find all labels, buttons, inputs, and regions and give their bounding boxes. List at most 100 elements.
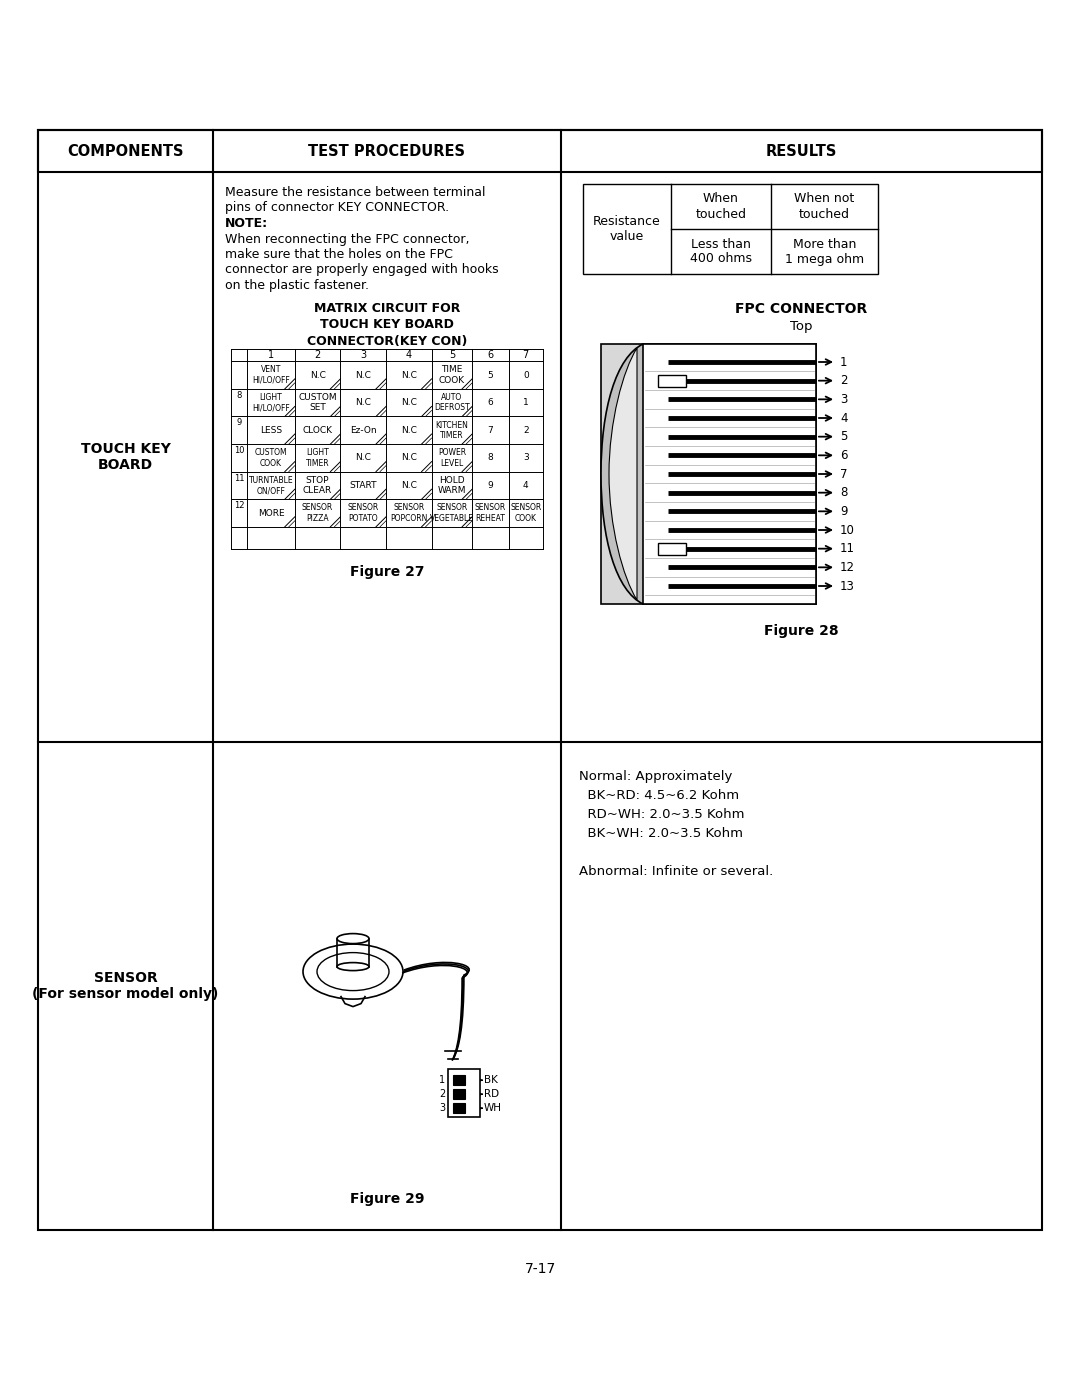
Text: 1: 1 bbox=[268, 350, 274, 360]
Text: Top: Top bbox=[791, 320, 813, 333]
Text: CLOCK: CLOCK bbox=[302, 425, 333, 435]
Text: 11: 11 bbox=[840, 543, 855, 555]
Text: 6: 6 bbox=[840, 449, 848, 462]
Text: KITCHEN
TIMER: KITCHEN TIMER bbox=[435, 421, 469, 439]
Text: N.C: N.C bbox=[355, 371, 372, 379]
Text: TURNTABLE
ON/OFF: TURNTABLE ON/OFF bbox=[248, 476, 294, 495]
Text: WH: WH bbox=[484, 1104, 502, 1114]
Text: 7: 7 bbox=[523, 350, 529, 360]
Text: 2: 2 bbox=[314, 350, 321, 360]
Text: 3: 3 bbox=[523, 453, 528, 462]
Text: connector are properly engaged with hooks: connector are properly engaged with hook… bbox=[225, 263, 499, 277]
Text: LESS: LESS bbox=[260, 425, 282, 435]
Text: VENT
HI/LO/OFF: VENT HI/LO/OFF bbox=[252, 365, 289, 385]
Text: When not
touched: When not touched bbox=[795, 193, 854, 221]
Text: 3: 3 bbox=[360, 350, 366, 360]
Bar bbox=[658, 543, 686, 554]
Text: 1: 1 bbox=[438, 1076, 445, 1086]
Text: 2: 2 bbox=[523, 425, 528, 435]
Text: N.C: N.C bbox=[355, 399, 372, 407]
Text: Figure 28: Figure 28 bbox=[765, 624, 839, 638]
Text: 9: 9 bbox=[487, 481, 494, 490]
Text: make sure that the holes on the FPC: make sure that the holes on the FPC bbox=[225, 248, 453, 262]
Text: CUSTOM
COOK: CUSTOM COOK bbox=[255, 448, 287, 467]
Text: N.C: N.C bbox=[355, 453, 372, 462]
Text: MORE: MORE bbox=[258, 508, 284, 518]
Text: Figure 27: Figure 27 bbox=[350, 565, 424, 579]
Text: 12: 12 bbox=[840, 561, 855, 574]
Text: 7: 7 bbox=[840, 467, 848, 480]
Text: LIGHT
HI/LO/OFF: LIGHT HI/LO/OFF bbox=[252, 393, 289, 413]
Text: N.C: N.C bbox=[310, 371, 325, 379]
Text: Figure 29: Figure 29 bbox=[350, 1192, 424, 1206]
Bar bbox=[583, 185, 878, 274]
Text: 4: 4 bbox=[840, 411, 848, 424]
Bar bbox=[448, 1069, 480, 1118]
Text: Abnormal: Infinite or several.: Abnormal: Infinite or several. bbox=[579, 865, 773, 879]
Text: 6: 6 bbox=[487, 350, 494, 360]
Text: When
touched: When touched bbox=[696, 193, 746, 221]
Text: LIGHT
TIMER: LIGHT TIMER bbox=[306, 448, 329, 467]
Text: SENSOR
POTATO: SENSOR POTATO bbox=[348, 504, 379, 523]
Text: TOUCH KEY
BOARD: TOUCH KEY BOARD bbox=[81, 442, 171, 471]
Text: STOP
CLEAR: STOP CLEAR bbox=[303, 476, 333, 495]
Text: TEST PROCEDURES: TEST PROCEDURES bbox=[309, 144, 465, 158]
Text: N.C: N.C bbox=[401, 425, 417, 435]
Text: CONNECTOR(KEY CON): CONNECTOR(KEY CON) bbox=[307, 334, 468, 347]
Text: 10: 10 bbox=[234, 446, 244, 455]
Text: 1: 1 bbox=[840, 355, 848, 368]
Text: BK~WH: 2.0~3.5 Kohm: BK~WH: 2.0~3.5 Kohm bbox=[579, 827, 743, 839]
Text: 13: 13 bbox=[840, 579, 855, 593]
Text: 8: 8 bbox=[840, 487, 848, 499]
Text: 2: 2 bbox=[438, 1090, 445, 1100]
Text: FPC CONNECTOR: FPC CONNECTOR bbox=[735, 302, 867, 316]
Text: SENSOR
(For sensor model only): SENSOR (For sensor model only) bbox=[32, 971, 218, 1002]
Text: SENSOR
PIZZA: SENSOR PIZZA bbox=[302, 504, 334, 523]
Bar bbox=[600, 344, 816, 604]
Text: COMPONENTS: COMPONENTS bbox=[67, 144, 184, 158]
Text: TOUCH KEY BOARD: TOUCH KEY BOARD bbox=[320, 319, 454, 332]
Text: Normal: Approximately: Normal: Approximately bbox=[579, 769, 732, 783]
Text: 1: 1 bbox=[523, 399, 528, 407]
Text: 6: 6 bbox=[487, 399, 494, 407]
Text: Measure the resistance between terminal: Measure the resistance between terminal bbox=[225, 186, 486, 199]
Text: MATRIX CIRCUIT FOR: MATRIX CIRCUIT FOR bbox=[314, 302, 460, 316]
Text: POWER
LEVEL: POWER LEVEL bbox=[437, 448, 465, 467]
Text: RESULTS: RESULTS bbox=[766, 144, 837, 158]
Text: BK: BK bbox=[484, 1076, 498, 1086]
Text: 3: 3 bbox=[840, 393, 848, 406]
Text: on the plastic fastener.: on the plastic fastener. bbox=[225, 278, 369, 292]
Text: 4: 4 bbox=[406, 350, 411, 360]
Text: 12: 12 bbox=[234, 501, 244, 511]
Text: SENSOR
COOK: SENSOR COOK bbox=[510, 504, 541, 523]
Text: TIME
COOK: TIME COOK bbox=[438, 365, 464, 385]
Text: SENSOR
REHEAT: SENSOR REHEAT bbox=[475, 504, 505, 523]
Text: AUTO
DEFROST: AUTO DEFROST bbox=[434, 393, 470, 413]
Text: 5: 5 bbox=[448, 350, 455, 360]
Text: Less than
400 ohms: Less than 400 ohms bbox=[690, 238, 752, 266]
Text: Resistance
value: Resistance value bbox=[593, 215, 661, 243]
Text: Ez-On: Ez-On bbox=[350, 425, 377, 435]
PathPatch shape bbox=[600, 344, 643, 604]
Text: NOTE:: NOTE: bbox=[225, 217, 268, 229]
Bar bbox=[38, 130, 1042, 172]
Text: When reconnecting the FPC connector,: When reconnecting the FPC connector, bbox=[225, 232, 470, 245]
Text: 3: 3 bbox=[438, 1104, 445, 1114]
Text: RD~WH: 2.0~3.5 Kohm: RD~WH: 2.0~3.5 Kohm bbox=[579, 809, 744, 821]
Bar bbox=[453, 1076, 465, 1086]
Bar bbox=[453, 1104, 465, 1114]
Bar bbox=[38, 130, 1042, 1230]
Text: HOLD
WARM: HOLD WARM bbox=[437, 476, 467, 495]
Text: CUSTOM
SET: CUSTOM SET bbox=[298, 393, 337, 413]
Text: 0: 0 bbox=[523, 371, 528, 379]
Text: SENSOR
POPCORN: SENSOR POPCORN bbox=[390, 504, 428, 523]
Text: START: START bbox=[350, 481, 377, 490]
Text: 7: 7 bbox=[487, 425, 494, 435]
Text: N.C: N.C bbox=[401, 371, 417, 379]
Text: N.C: N.C bbox=[401, 399, 417, 407]
Text: 9: 9 bbox=[237, 418, 242, 428]
Bar bbox=[453, 1090, 465, 1100]
Text: N.C: N.C bbox=[401, 481, 417, 490]
Text: 8: 8 bbox=[237, 390, 242, 400]
Text: 8: 8 bbox=[487, 453, 494, 462]
